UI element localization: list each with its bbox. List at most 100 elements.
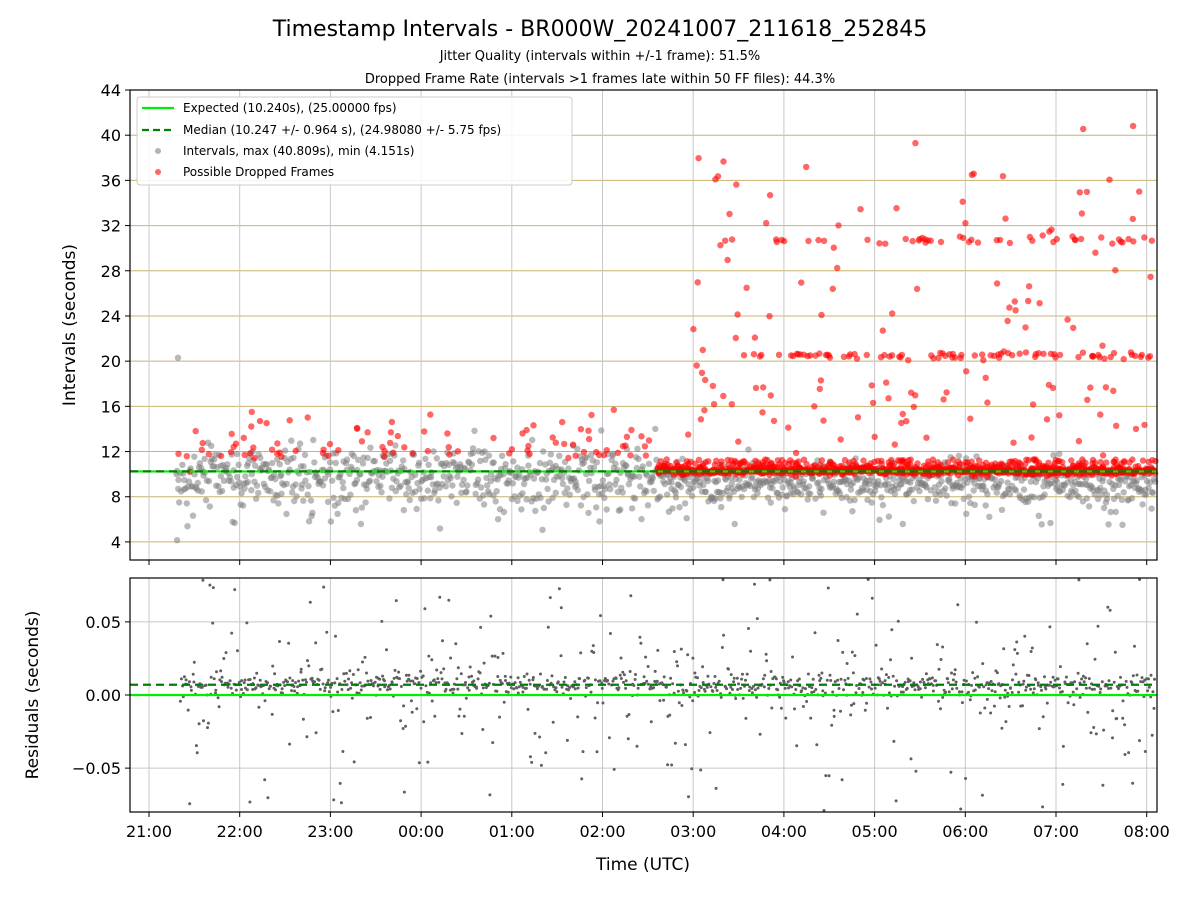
interval-point (220, 477, 228, 484)
residual-point (456, 687, 460, 691)
residual-point (452, 687, 456, 691)
residual-point (680, 704, 684, 707)
dropped-frame-point (565, 454, 572, 462)
residual-point (226, 685, 230, 689)
dropped-frame-point (1011, 298, 1018, 305)
residual-point (790, 685, 794, 689)
residual-point (578, 677, 582, 681)
dropped-frame-point (387, 429, 395, 436)
dropped-frame-point (976, 457, 983, 464)
residual-point (447, 598, 451, 602)
residual-point (281, 691, 284, 695)
interval-point (545, 498, 552, 505)
residual-point (1138, 739, 1141, 743)
residual-point (331, 710, 335, 714)
residual-point (662, 698, 666, 702)
chart-subtitle-dropped: Dropped Frame Rate (intervals >1 frames … (365, 72, 835, 87)
residual-point (765, 659, 769, 663)
residual-point (995, 671, 999, 675)
interval-point (176, 499, 183, 506)
dropped-frame-point (1130, 238, 1137, 245)
residual-point (664, 685, 668, 689)
dropped-frame-point (868, 382, 875, 389)
dropped-frame-point (526, 450, 533, 457)
residual-point (542, 687, 546, 691)
interval-point (366, 477, 374, 484)
residual-point (598, 679, 602, 683)
interval-point (174, 354, 182, 361)
residual-point (321, 682, 325, 686)
residual-point (629, 594, 633, 598)
residual-point (769, 670, 773, 673)
interval-point (379, 473, 386, 480)
residual-point (399, 719, 403, 723)
residual-point (753, 688, 757, 692)
interval-point (357, 471, 364, 478)
dropped-frame-point (268, 446, 276, 453)
residual-point (1039, 685, 1043, 689)
residual-point (1096, 624, 1100, 628)
dropped-frame-point (1099, 452, 1107, 459)
interval-point (635, 455, 642, 463)
residual-point (343, 679, 347, 683)
interval-point (305, 482, 312, 490)
residual-point (266, 796, 270, 800)
residual-point (697, 689, 701, 692)
interval-point (601, 494, 608, 502)
dropped-frame-point (720, 158, 727, 165)
interval-point (329, 477, 336, 484)
residual-point (935, 643, 939, 647)
residual-point (1100, 680, 1104, 684)
interval-point (288, 489, 296, 496)
residual-point (1124, 679, 1128, 683)
interval-point (955, 452, 963, 459)
residual-point (892, 739, 896, 743)
residual-point (1092, 726, 1096, 729)
residual-point (715, 689, 719, 692)
residual-point (635, 744, 639, 748)
residual-point (896, 619, 900, 623)
dropped-frame-point (943, 389, 950, 396)
residual-point (682, 691, 686, 695)
residual-point (496, 656, 500, 659)
residual-point (916, 685, 920, 689)
dropped-frame-point (717, 242, 724, 249)
interval-point (838, 494, 845, 501)
residual-point (794, 688, 798, 691)
residual-point (1127, 751, 1131, 755)
residual-point (347, 677, 350, 681)
residual-point (599, 614, 602, 618)
residual-point (714, 786, 718, 790)
residual-point (612, 767, 616, 771)
x-tick-label: 01:00 (489, 822, 535, 841)
residual-point (750, 687, 754, 690)
residual-point (273, 672, 277, 676)
interval-point (352, 507, 360, 514)
residual-point (348, 669, 352, 673)
residual-point (397, 670, 401, 674)
interval-point (636, 473, 643, 480)
interval-point (617, 506, 624, 513)
residual-point (372, 684, 375, 688)
residual-point (971, 671, 975, 675)
dropped-frame-point (940, 396, 947, 403)
residual-point (944, 690, 948, 694)
dropped-frame-point (728, 236, 736, 243)
residual-point (764, 652, 768, 656)
residual-point (189, 688, 193, 692)
residual-point (1117, 687, 1120, 691)
residual-point (778, 695, 782, 699)
residual-point (1070, 681, 1074, 685)
interval-point (326, 459, 334, 466)
interval-point (1085, 503, 1093, 510)
residual-point (828, 673, 832, 677)
dropped-frame-point (767, 392, 774, 399)
residual-point (1076, 671, 1080, 675)
interval-point (281, 447, 289, 454)
residual-point (670, 763, 674, 767)
residual-point (1138, 578, 1142, 581)
dropped-frame-point (446, 451, 453, 458)
residual-point (1150, 733, 1154, 737)
residual-point (344, 671, 348, 675)
intervals-y-tick-label: 32 (101, 217, 121, 236)
